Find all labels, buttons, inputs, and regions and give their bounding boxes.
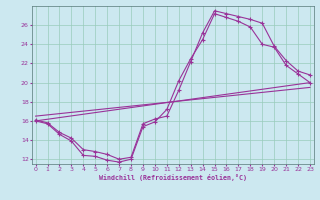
X-axis label: Windchill (Refroidissement éolien,°C): Windchill (Refroidissement éolien,°C) bbox=[99, 174, 247, 181]
